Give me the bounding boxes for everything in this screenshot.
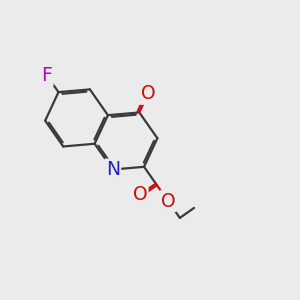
Text: O: O xyxy=(133,185,147,204)
Text: O: O xyxy=(161,192,176,211)
Text: N: N xyxy=(106,160,120,179)
Text: F: F xyxy=(41,66,52,85)
Text: O: O xyxy=(141,84,155,104)
